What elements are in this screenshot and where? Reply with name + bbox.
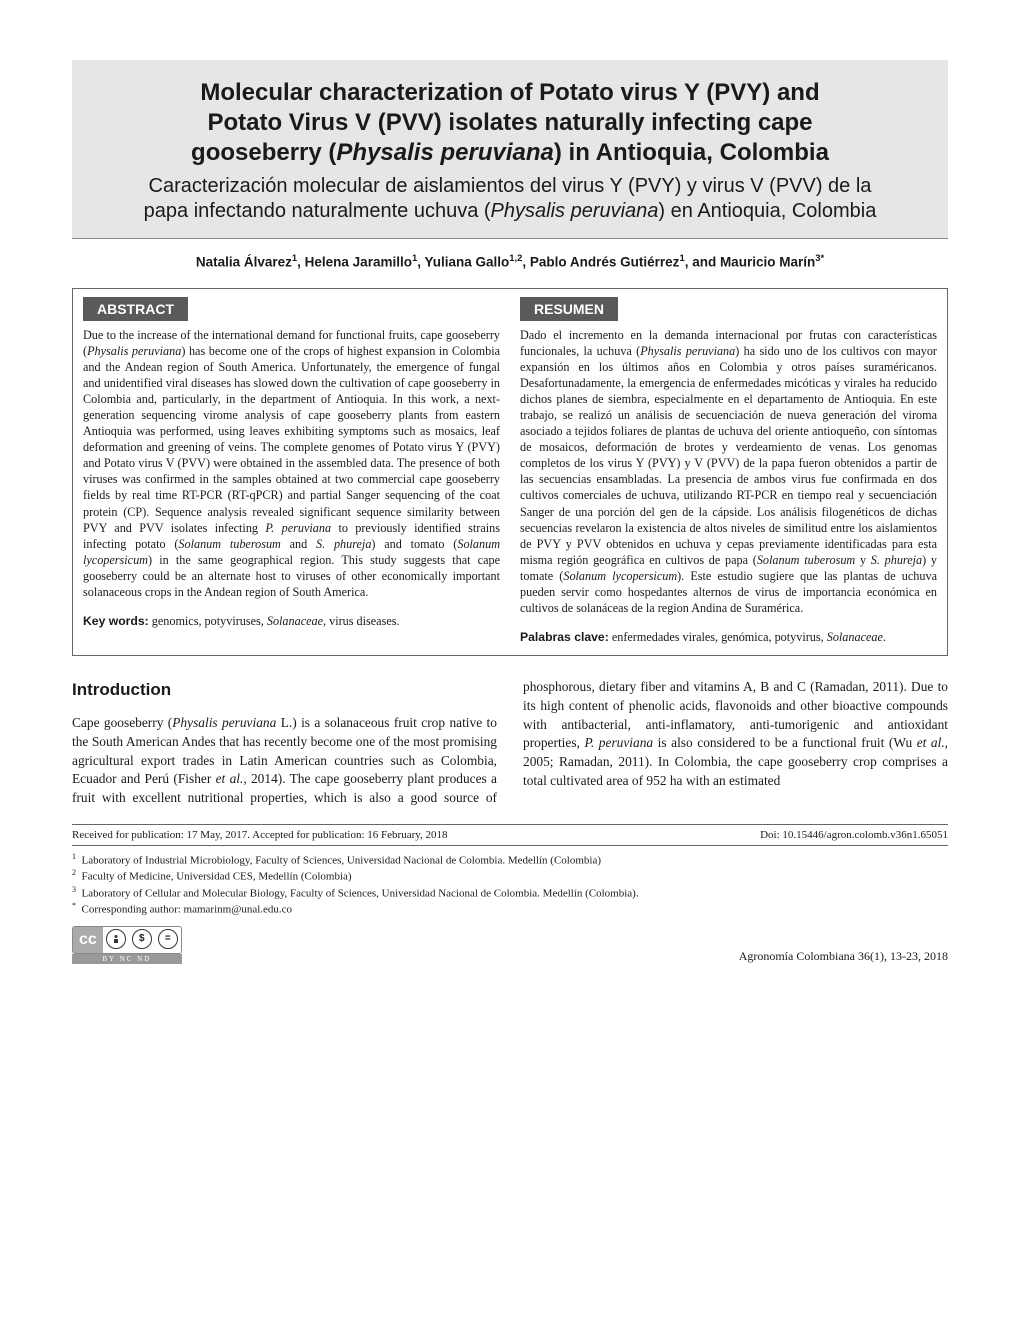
affiliations-block: 1 Laboratory of Industrial Microbiology,… (72, 852, 948, 918)
introduction-heading: Introduction (72, 678, 497, 702)
received-accepted-text: Received for publication: 17 May, 2017. … (72, 829, 448, 841)
subtitle-line-1: Caracterización molecular de aislamiento… (149, 175, 872, 197)
subtitle-line-2-prefix: papa infectando naturalmente uchuva ( (144, 200, 491, 222)
title-line-3-suffix: ) in Antioquia, Colombia (554, 139, 829, 166)
keywords-text-es: enfermedades virales, genómica, potyviru… (609, 630, 886, 644)
title-line-3-italic: Physalis peruviana (336, 139, 553, 166)
cc-text: cc (73, 927, 103, 953)
page-footer-row: cc $ = BY NC ND Agronomía Colombiana 36(… (72, 926, 948, 964)
affiliation-line: 1 Laboratory of Industrial Microbiology,… (72, 852, 948, 869)
abstract-column-es: RESUMEN Dado el incremento en la demanda… (510, 289, 947, 656)
cc-by-icon (106, 929, 126, 949)
abstract-heading-en: ABSTRACT (83, 297, 188, 321)
abstract-heading-es: RESUMEN (520, 297, 618, 321)
title-line-3-prefix: gooseberry ( (191, 139, 336, 166)
title-block: Molecular characterization of Potato vir… (72, 60, 948, 239)
article-title: Molecular characterization of Potato vir… (102, 78, 918, 168)
cc-license-badge: cc $ = BY NC ND (72, 926, 182, 964)
subtitle-line-2-italic: Physalis peruviana (491, 200, 659, 222)
keywords-label-es: Palabras clave: (520, 630, 609, 644)
keywords-text-en: genomics, potyviruses, Solanaceae, virus… (149, 614, 400, 628)
affiliation-line: 2 Faculty of Medicine, Universidad CES, … (72, 868, 948, 885)
introduction-section: Introduction Cape gooseberry (Physalis p… (72, 678, 948, 808)
abstract-column-en: ABSTRACT Due to the increase of the inte… (73, 289, 510, 656)
title-line-2: Potato Virus V (PVV) isolates naturally … (207, 109, 812, 136)
abstract-container: ABSTRACT Due to the increase of the inte… (72, 288, 948, 657)
cc-nc-icon: $ (132, 929, 152, 949)
cc-license-label: BY NC ND (72, 954, 182, 964)
affiliation-line: * Corresponding author: mamarinm@unal.ed… (72, 901, 948, 918)
keywords-label-en: Key words: (83, 614, 149, 628)
cc-nd-icon: = (158, 929, 178, 949)
journal-reference: Agronomía Colombiana 36(1), 13-23, 2018 (739, 949, 948, 964)
doi-text: Doi: 10.15446/agron.colomb.v36n1.65051 (760, 829, 948, 841)
article-subtitle: Caracterización molecular de aislamiento… (102, 174, 918, 224)
affiliation-line: 3 Laboratory of Cellular and Molecular B… (72, 885, 948, 902)
subtitle-line-2-suffix: ) en Antioquia, Colombia (658, 200, 876, 222)
authors-line: Natalia Álvarez1, Helena Jaramillo1, Yul… (72, 253, 948, 270)
abstract-body-en: Due to the increase of the international… (73, 327, 510, 611)
title-line-1: Molecular characterization of Potato vir… (200, 79, 819, 106)
abstract-body-es: Dado el incremento en la demanda interna… (510, 327, 947, 627)
footer-meta-bar: Received for publication: 17 May, 2017. … (72, 824, 948, 846)
keywords-es: Palabras clave: enfermedades virales, ge… (510, 626, 947, 655)
keywords-en: Key words: genomics, potyviruses, Solana… (73, 610, 510, 639)
